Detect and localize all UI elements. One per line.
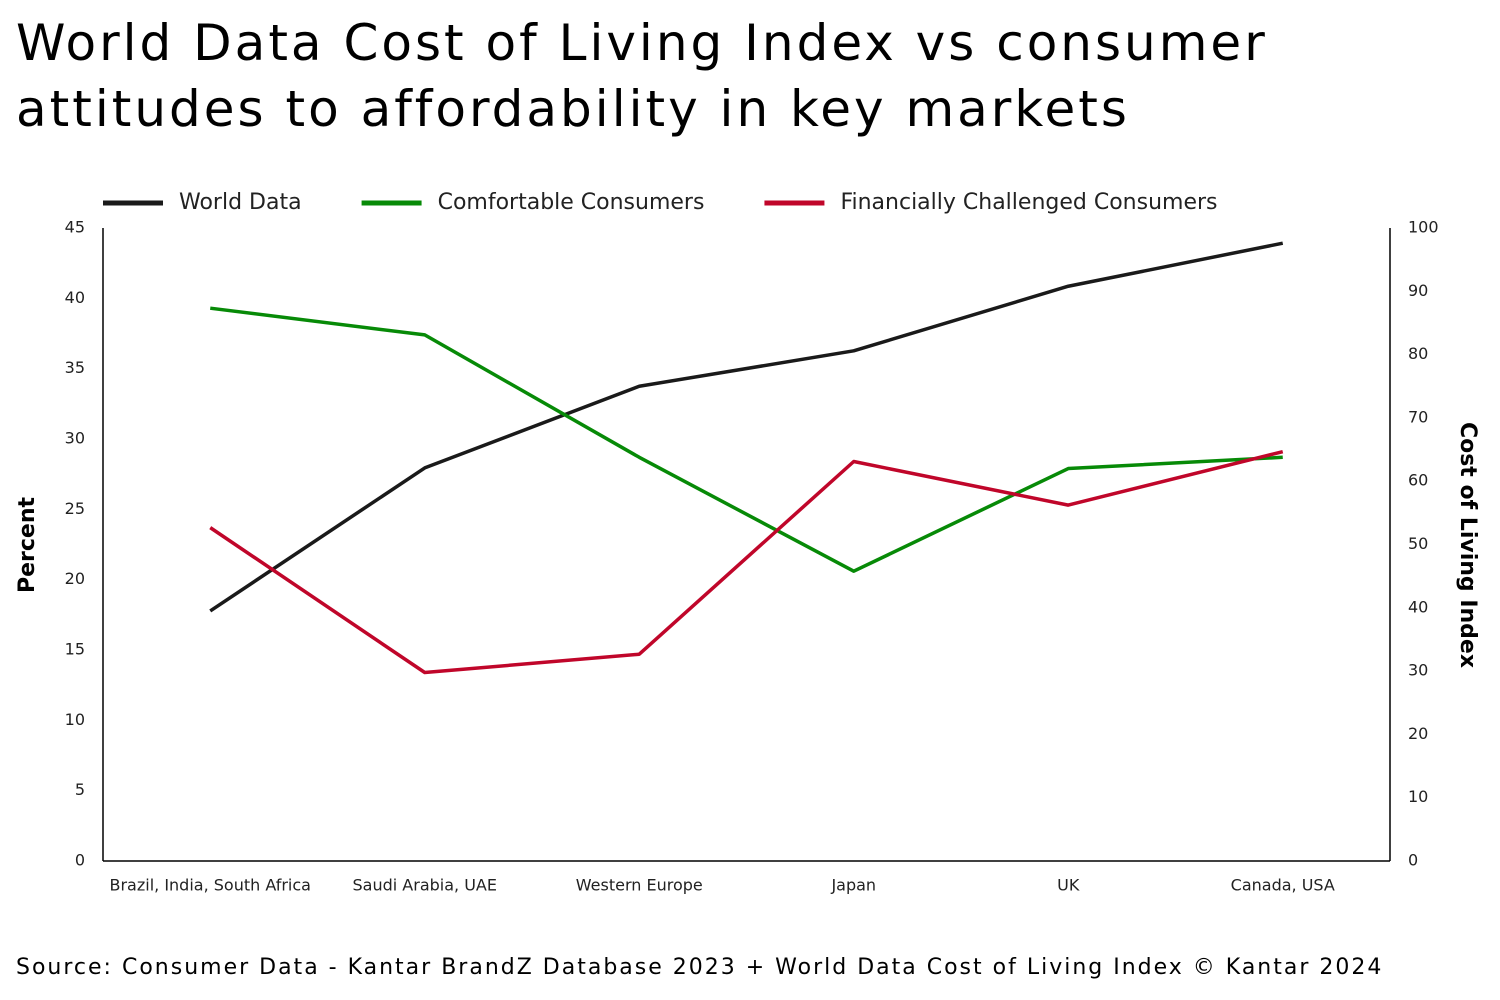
x-tick-label: Canada, USA <box>1231 876 1335 895</box>
y2-tick-label: 90 <box>1408 281 1428 300</box>
x-tick-label: Saudi Arabia, UAE <box>353 876 497 895</box>
y-tick-label: 35 <box>65 358 85 377</box>
y-tick-label: 0 <box>75 851 85 870</box>
y-tick-label: 5 <box>75 780 85 799</box>
legend-label: Comfortable Consumers <box>438 190 705 215</box>
y2-axis-title: Cost of Living Index <box>1455 422 1480 668</box>
x-tick-label: Japan <box>830 876 876 895</box>
chart-title: World Data Cost of Living Index vs consu… <box>16 14 1268 138</box>
y2-tick-label: 40 <box>1408 597 1428 616</box>
y2-tick-label: 100 <box>1408 218 1439 237</box>
y2-tick-label: 0 <box>1408 851 1418 870</box>
x-tick-label: UK <box>1057 876 1080 895</box>
y-tick-label: 30 <box>65 429 85 448</box>
y2-tick-label: 30 <box>1408 661 1428 680</box>
y2-tick-label: 80 <box>1408 344 1428 363</box>
x-tick-label: Brazil, India, South Africa <box>110 876 311 895</box>
x-tick-label: Western Europe <box>576 876 703 895</box>
source-note: Source: Consumer Data - Kantar BrandZ Da… <box>16 955 1384 980</box>
legend-label: Financially Challenged Consumers <box>840 190 1217 215</box>
y-tick-label: 45 <box>65 218 85 237</box>
y2-tick-label: 50 <box>1408 534 1428 553</box>
series-line <box>210 306 1283 573</box>
y2-tick-label: 20 <box>1408 724 1428 743</box>
y-tick-label: 25 <box>65 499 85 518</box>
y2-tick-label: 60 <box>1408 471 1428 490</box>
series-line <box>209 449 1284 675</box>
y-tick-label: 10 <box>65 710 85 729</box>
legend-label: World Data <box>179 190 302 215</box>
y-tick-label: 20 <box>65 569 85 588</box>
y-tick-label: 15 <box>65 640 85 659</box>
y2-tick-label: 70 <box>1408 407 1428 426</box>
series-line <box>209 241 1284 613</box>
y-tick-label: 40 <box>65 288 85 307</box>
y2-tick-label: 10 <box>1408 787 1428 806</box>
y-axis-title: Percent <box>15 497 40 594</box>
